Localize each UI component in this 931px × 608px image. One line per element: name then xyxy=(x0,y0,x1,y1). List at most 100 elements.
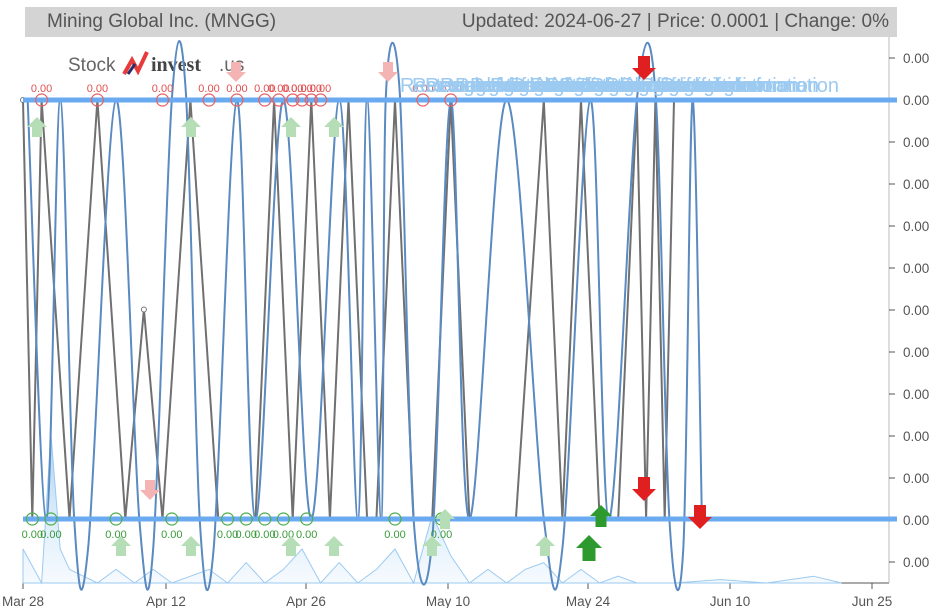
y-tick-label: 0.00 xyxy=(903,429,929,444)
signal-arrows xyxy=(27,56,712,561)
trend-series xyxy=(26,40,703,592)
top-marker-circle xyxy=(314,93,328,107)
sell-arrow-icon xyxy=(632,477,656,501)
pattern-label: Rectangle formation xyxy=(575,75,754,97)
buy-arrow-icon xyxy=(27,117,47,137)
y-tick-label: 0.00 xyxy=(903,345,929,360)
y-tick-label: 0.00 xyxy=(903,135,929,150)
series-mid-point xyxy=(140,306,147,313)
top-marker-label: 0.00 xyxy=(268,83,289,95)
sell-arrow-icon xyxy=(226,62,246,82)
top-marker-label: 0.00 xyxy=(301,83,322,95)
sell-arrow-icon xyxy=(632,56,656,80)
pattern-label: Rectangle formation xyxy=(490,75,669,97)
top-marker-label: 0.00 xyxy=(254,83,275,95)
bottom-marker-label: 0.00 xyxy=(235,529,256,541)
top-marker-circle xyxy=(155,93,170,107)
y-tick-label: 0.00 xyxy=(903,261,929,276)
bottom-marker-circle xyxy=(109,512,123,526)
y-tick-label: 0.00 xyxy=(903,555,929,570)
top-marker-label: 0.00 xyxy=(310,83,331,95)
top-marker-label: 0.00 xyxy=(282,83,303,95)
bottom-marker-label: 0.00 xyxy=(431,529,452,541)
buy-arrow-icon xyxy=(422,536,442,556)
y-tick-label: 0.00 xyxy=(903,219,929,234)
bottom-marker-circle xyxy=(388,512,402,526)
top-marker-label: 0.00 xyxy=(226,83,247,95)
buy-arrow-icon xyxy=(535,536,555,556)
bottom-marker-label: 0.00 xyxy=(217,529,238,541)
y-tick-label: 0.00 xyxy=(903,93,929,108)
logo-check-icon-dark xyxy=(126,63,137,75)
pattern-label: Rectangle formation xyxy=(400,75,579,97)
top-marker-label: 0.00 xyxy=(198,83,219,95)
y-tick-label: 0.00 xyxy=(903,303,929,318)
top-marker-circle xyxy=(295,93,309,107)
bottom-marker-label: 0.00 xyxy=(273,529,294,541)
bottom-marker-label: 0.00 xyxy=(254,529,275,541)
top-marker-label: 0.00 xyxy=(291,83,312,95)
top-marker-label: 0.00 xyxy=(152,83,173,95)
bottom-marker-circle xyxy=(25,512,39,526)
bottom-marker-circle xyxy=(300,512,314,526)
buy-arrow-icon xyxy=(324,536,344,556)
logo-text-invest: invest xyxy=(151,54,201,76)
buy-arrow-icon xyxy=(181,117,201,137)
pattern-label: Rectangle formation xyxy=(545,75,724,97)
x-tick-label: May 10 xyxy=(426,594,470,608)
x-tick-label: Mar 28 xyxy=(2,594,44,608)
x-tick-label: Apr 12 xyxy=(146,594,186,608)
buy-arrow-icon xyxy=(111,536,131,556)
top-marker-circle xyxy=(202,93,216,107)
stockinvest-logo: Stock invest .us xyxy=(68,51,244,76)
buy-arrow-icon xyxy=(435,509,455,529)
bottom-marker-circle xyxy=(165,512,179,526)
marker-labels: 0.00 0.00 0.00 0.00 0.00 0.000.000.000.000.00… xyxy=(22,83,462,541)
pattern-label: Rectangle formation xyxy=(640,75,819,97)
top-marker-circle xyxy=(304,93,318,107)
chart-header: Mining Global Inc. (MNGG) Updated: 2024-… xyxy=(25,7,897,37)
y-tick-label: 0.00 xyxy=(903,513,929,528)
level-markers xyxy=(25,93,458,526)
bottom-marker-label: 0.00 xyxy=(384,529,405,541)
buy-arrow-icon xyxy=(181,536,201,556)
sell-arrow-icon xyxy=(378,62,398,82)
bottom-marker-circle xyxy=(221,512,235,526)
logo-check-icon xyxy=(122,51,149,76)
top-marker-label: 0.00 xyxy=(87,83,108,95)
bottom-marker-circle xyxy=(44,512,58,526)
y-axis: 0.00 0.00 0.00 0.00 0.00 0.00 0.00 0.00 0.00 0.00… xyxy=(889,51,929,570)
pattern-label: Rectangle formation xyxy=(425,75,604,97)
sell-arrow-icon xyxy=(140,480,160,500)
top-marker-circle xyxy=(90,93,105,107)
y-tick-label: 0.00 xyxy=(903,471,929,486)
bottom-marker-circle xyxy=(258,512,272,526)
pattern-label: Rectangle formation xyxy=(660,75,839,97)
top-marker-circle xyxy=(230,93,244,107)
bottom-marker-label: 0.00 xyxy=(161,529,182,541)
x-axis: Mar 28 Apr 12 Apr 26 May 10 May 24 Jun 10 Jun … xyxy=(2,583,892,608)
pattern-label: Rectangle formation xyxy=(412,75,591,97)
buy-arrow-icon xyxy=(324,117,344,137)
bottom-marker-circle xyxy=(276,512,290,526)
buy-arrow-icon xyxy=(281,536,301,556)
sell-arrow-icon xyxy=(688,505,712,529)
buy-arrow-icon xyxy=(281,117,301,137)
buy-arrow-icon xyxy=(590,505,612,527)
stock-title: Mining Global Inc. (MNGG) xyxy=(47,11,277,32)
axes xyxy=(23,37,890,584)
top-marker-circle xyxy=(258,93,272,107)
pattern-label: Rectangle formation xyxy=(455,75,634,97)
x-tick-label: May 24 xyxy=(566,594,611,608)
y-tick-label: 0.00 xyxy=(903,51,929,66)
pattern-label: Rectangle formation xyxy=(605,75,784,97)
buy-arrow-icon xyxy=(576,535,602,561)
logo-text-stock: Stock xyxy=(68,55,116,76)
top-marker-label: 0.00 xyxy=(31,83,52,95)
top-marker-label: 0.00 xyxy=(440,83,461,95)
update-status: Updated: 2024-06-27 | Price: 0.0001 | Ch… xyxy=(461,11,889,32)
top-marker-circle xyxy=(444,93,458,107)
bottom-marker-label: 0.00 xyxy=(40,529,61,541)
